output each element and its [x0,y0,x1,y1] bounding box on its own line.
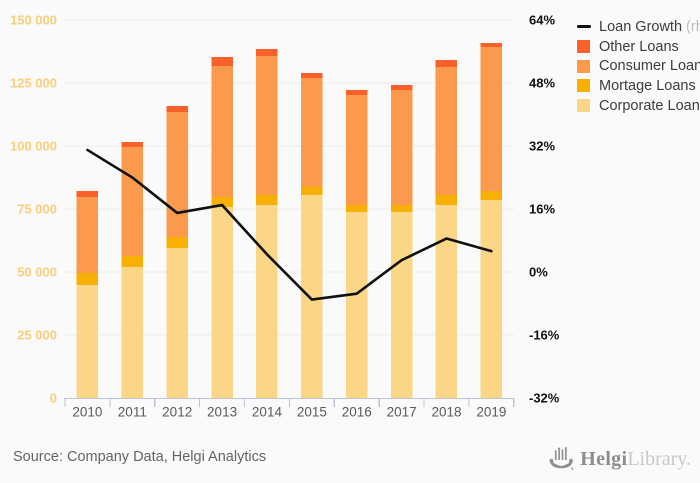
bar-segment-2016-consumer-loans [345,95,368,205]
bar-segment-2015-other-loans [301,72,323,78]
legend-item-loan-growth: Loan Growth(rhs) [577,17,700,37]
y-axis-label-left: 100 000 [10,139,57,154]
legend-label: Other Loans [599,38,679,55]
bar-segment-2014-other-loans [256,48,278,57]
bar-segment-2019-mortage-loans [480,191,503,200]
bar-segment-2013-other-loans [211,57,233,67]
legend-line-swatch [577,25,591,29]
bar-segment-2018-other-loans [435,60,458,68]
source-note: Source: Company Data, Helgi Analytics [13,449,267,465]
bar-segment-2013-consumer-loans [211,66,233,197]
bar-segment-2019-corporate-loans [480,199,503,398]
y-axis-label-left: 150 000 [10,13,57,28]
legend-label: Consumer Loans [599,58,700,75]
bar-segment-2010-consumer-loans [76,196,99,274]
x-axis-label: 2015 [297,405,327,420]
helgi-library-logo: Helgi Library. [548,446,691,473]
x-axis-label: 2010 [72,405,102,420]
bar-segment-2012-consumer-loans [166,111,188,237]
bar-segment-2018-consumer-loans [435,67,458,195]
y-axis-label-left: 75 000 [17,202,57,217]
y-axis-label-right: 48% [529,76,555,91]
bar-segment-2018-corporate-loans [435,204,458,398]
legend-color-swatch [577,59,590,73]
bar-segment-2019-consumer-loans [480,46,503,192]
bar-segment-2017-other-loans [390,85,413,91]
bar-segment-2018-mortage-loans [435,194,458,205]
bar-segment-2010-mortage-loans [76,273,99,286]
x-axis-label: 2014 [252,405,283,420]
y-axis-label-left: 125 000 [10,76,57,91]
bar-segment-2011-consumer-loans [121,147,144,257]
legend-item-other-loans: Other Loans [577,37,700,57]
loan-growth-line [86,148,493,301]
bar-segment-2011-corporate-loans [121,266,144,398]
y-axis-label-left: 50 000 [17,265,57,280]
bar-segment-2016-corporate-loans [345,212,368,398]
y-axis-label-left: 0 [50,391,57,406]
legend-label: Corporate Loans [599,97,700,114]
bar-segment-2011-mortage-loans [121,256,144,267]
bar-segment-2015-mortage-loans [301,187,323,195]
legend-color-swatch [577,40,590,54]
bar-segment-2015-corporate-loans [301,194,323,398]
bar-segment-2013-mortage-loans [211,196,233,207]
bar-segment-2016-other-loans [345,90,368,96]
x-axis-label: 2011 [118,405,147,420]
x-axis-label: 2016 [342,405,372,420]
x-axis-label: 2019 [476,405,506,420]
legend-item-consumer-loans: Consumer Loans [577,56,700,76]
y-axis-label-right: 32% [529,139,555,154]
legend-label: Loan Growth [599,18,683,35]
y-axis-label-right: 0% [529,265,548,280]
bar-segment-2012-corporate-loans [166,248,188,398]
bar-segment-2019-other-loans [480,42,503,47]
legend-color-swatch [577,99,590,113]
y-axis-label-right: 64% [529,13,555,28]
bar-segment-2012-mortage-loans [166,236,188,249]
bar-segment-2011-other-loans [121,141,144,148]
bar-segment-2016-mortage-loans [345,204,368,213]
legend-item-mortage-loans: Mortage Loans [577,76,700,96]
bar-segment-2014-consumer-loans [256,56,278,195]
x-axis-label: 2017 [387,405,417,420]
bar-segment-2017-consumer-loans [390,90,413,205]
bar-segment-2015-consumer-loans [301,77,323,188]
legend-color-swatch [577,79,590,93]
bar-segment-2012-other-loans [166,105,188,112]
x-axis-label: 2012 [162,405,192,420]
bar-segment-2010-corporate-loans [76,285,99,398]
bar-segment-2017-mortage-loans [390,204,413,213]
legend-label: Mortage Loans [599,77,696,94]
loans-stacked-chart: 0 25 000 50 000 75 000 100 000 125 000 150 000… [10,13,560,420]
y-axis-label-right: -16% [529,328,560,343]
x-axis-label: 2018 [431,405,461,420]
x-axis-label: 2013 [207,405,237,420]
legend-label-suffix: (rhs) [686,18,700,35]
bar-segment-2010-other-loans [76,191,99,197]
y-axis-label-right: 16% [529,202,555,217]
bar-segment-2017-corporate-loans [390,212,413,398]
bar-segment-2014-corporate-loans [256,204,278,398]
y-axis-label-right: -32% [529,391,560,406]
logo-brand-secondary: Library. [627,448,691,470]
y-axis-label-left: 25 000 [17,328,57,343]
logo-brand-primary: Helgi [580,448,628,470]
legend-item-corporate-loans: Corporate Loans [577,96,700,116]
bar-segment-2014-mortage-loans [256,194,278,205]
viking-ship-icon [549,447,574,472]
bar-segment-2013-corporate-loans [211,206,233,398]
